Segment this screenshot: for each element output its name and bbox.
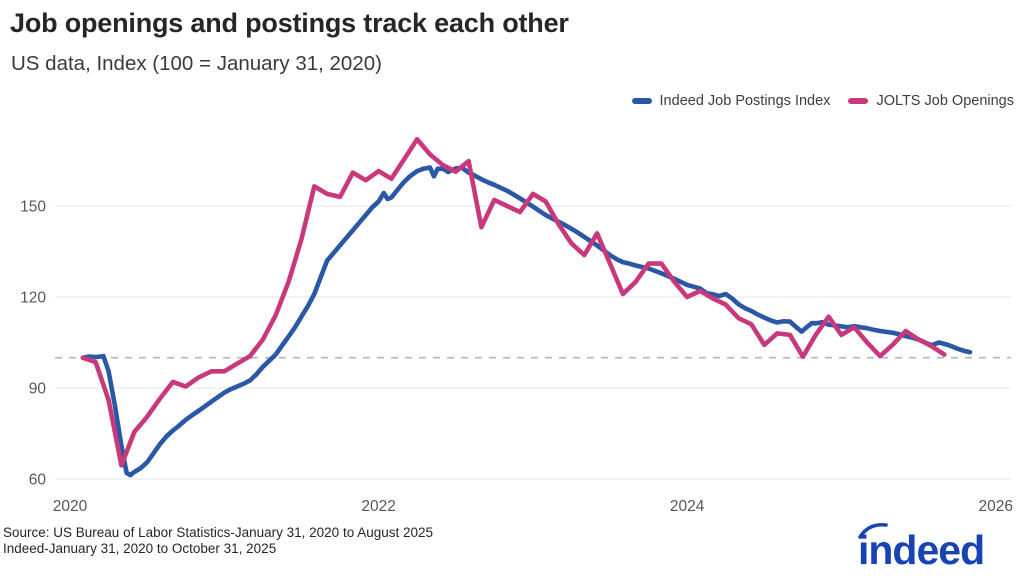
blue-line-swatch-icon (631, 98, 652, 104)
source-note: Source: US Bureau of Labor Statistics-Ja… (3, 525, 433, 557)
indeed-logo-swoosh-icon (858, 522, 888, 539)
chart-title: Job openings and postings track each oth… (10, 8, 569, 38)
y-tick-label: 150 (20, 198, 46, 215)
legend: Indeed Job Postings Index JOLTS Job Open… (631, 93, 1014, 109)
y-tick-label: 120 (20, 289, 46, 306)
indeed-logo: indeed (852, 520, 1012, 579)
chart-subtitle: US data, Index (100 = January 31, 2020) (11, 52, 382, 75)
x-tick-label: 2026 (978, 498, 1012, 515)
chart-series-lines (80, 137, 973, 478)
x-tick-label: 2020 (53, 498, 88, 515)
source-line-1: Source: US Bureau of Labor Statistics-Ja… (3, 525, 434, 540)
legend-label: JOLTS Job Openings (876, 93, 1014, 109)
indeed-postings-line (80, 165, 973, 478)
y-tick-label: 90 (29, 380, 47, 397)
legend-label: Indeed Job Postings Index (659, 93, 831, 109)
legend-item-indeed-postings: Indeed Job Postings Index (631, 93, 831, 109)
x-axis-tick-labels: 2020 2022 2024 2026 (53, 498, 1013, 515)
pink-line-swatch-icon (848, 98, 869, 104)
source-line-2: Indeed-January 31, 2020 to October 31, 2… (3, 541, 277, 556)
indeed-logo-text: indeed (858, 527, 984, 573)
jolts-openings-line (80, 137, 947, 468)
legend-item-jolts-openings: JOLTS Job Openings (848, 93, 1014, 109)
x-tick-label: 2022 (361, 498, 395, 515)
y-tick-label: 60 (29, 471, 47, 488)
indeed-logo-graphic: indeed (858, 522, 985, 573)
x-tick-label: 2024 (670, 498, 705, 515)
y-axis-tick-labels: 150 120 90 60 (20, 198, 46, 488)
